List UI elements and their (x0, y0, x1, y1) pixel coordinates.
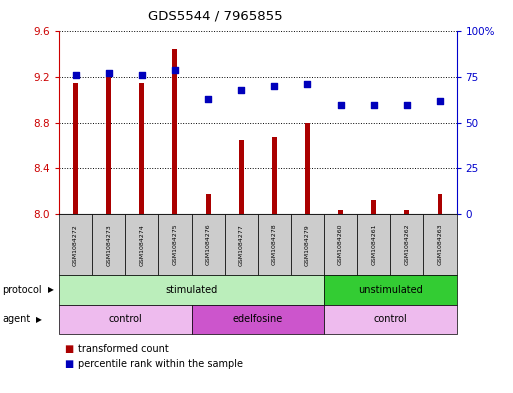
Text: GSM1084274: GSM1084274 (140, 224, 144, 266)
Text: agent: agent (3, 314, 31, 324)
Point (303, 81, 311, 88)
Text: ▶: ▶ (36, 315, 42, 324)
Text: GSM1084279: GSM1084279 (305, 224, 310, 266)
Text: GSM1084276: GSM1084276 (206, 224, 210, 265)
Text: control: control (108, 314, 142, 324)
Text: percentile rank within the sample: percentile rank within the sample (78, 359, 244, 369)
Bar (172, 49, 177, 214)
Bar (140, 83, 144, 214)
Text: GSM1084263: GSM1084263 (438, 224, 443, 265)
Text: control: control (373, 314, 407, 324)
Point (71, 72, 80, 79)
Bar (338, 209, 343, 214)
Text: GSM1084278: GSM1084278 (272, 224, 277, 265)
Text: ■: ■ (64, 359, 73, 369)
Bar (438, 194, 443, 214)
Text: GSM1084273: GSM1084273 (106, 224, 111, 266)
Point (270, 83, 279, 90)
Text: GSM1084275: GSM1084275 (172, 224, 177, 265)
Text: GDS5544 / 7965855: GDS5544 / 7965855 (148, 10, 283, 23)
Text: GSM1084272: GSM1084272 (73, 224, 78, 266)
Bar (371, 200, 376, 214)
Point (137, 72, 146, 79)
Point (237, 87, 245, 93)
Text: transformed count: transformed count (78, 344, 169, 354)
Text: GSM1084262: GSM1084262 (404, 224, 409, 265)
Bar (73, 83, 78, 214)
Text: ■: ■ (64, 344, 73, 354)
Bar (404, 209, 409, 214)
Point (171, 67, 179, 73)
Bar (206, 194, 210, 214)
Point (337, 101, 345, 108)
Text: unstimulated: unstimulated (358, 285, 423, 295)
Bar (305, 123, 310, 214)
Bar (239, 140, 244, 214)
Point (436, 98, 444, 104)
Bar (106, 77, 111, 214)
Text: GSM1084277: GSM1084277 (239, 224, 244, 266)
Point (403, 101, 411, 108)
Point (370, 101, 378, 108)
Text: protocol: protocol (3, 285, 42, 295)
Bar (272, 136, 277, 214)
Text: ▶: ▶ (48, 285, 53, 294)
Text: GSM1084260: GSM1084260 (338, 224, 343, 265)
Point (204, 96, 212, 102)
Text: GSM1084261: GSM1084261 (371, 224, 376, 265)
Text: edelfosine: edelfosine (233, 314, 283, 324)
Point (105, 70, 113, 77)
Text: stimulated: stimulated (165, 285, 218, 295)
